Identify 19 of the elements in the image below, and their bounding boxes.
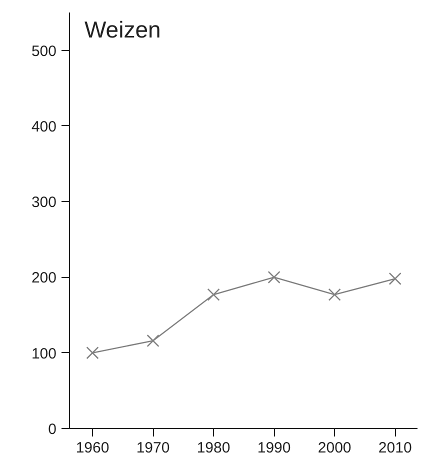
point [86,346,99,360]
y-tick-label: 300 [31,194,57,212]
point [207,288,220,301]
point [146,334,160,348]
y-tick-label: 0 [48,421,56,438]
chart-title: Weizen [84,16,161,42]
x-tick-label: 2010 [378,440,412,456]
y-tick-label: 400 [31,118,57,136]
y-tick-label: 200 [31,270,57,287]
x-tick-label: 1970 [136,440,170,456]
y-tick-label: 100 [31,345,57,362]
point [268,270,280,284]
x-tick-label: 2000 [318,440,352,456]
y-tick-label: 500 [31,42,57,60]
x-tick-label: 1990 [257,440,291,456]
point [328,288,341,301]
x-tick-label: 1960 [76,440,110,456]
point [388,272,402,286]
x-tick-label: 1980 [196,440,230,456]
